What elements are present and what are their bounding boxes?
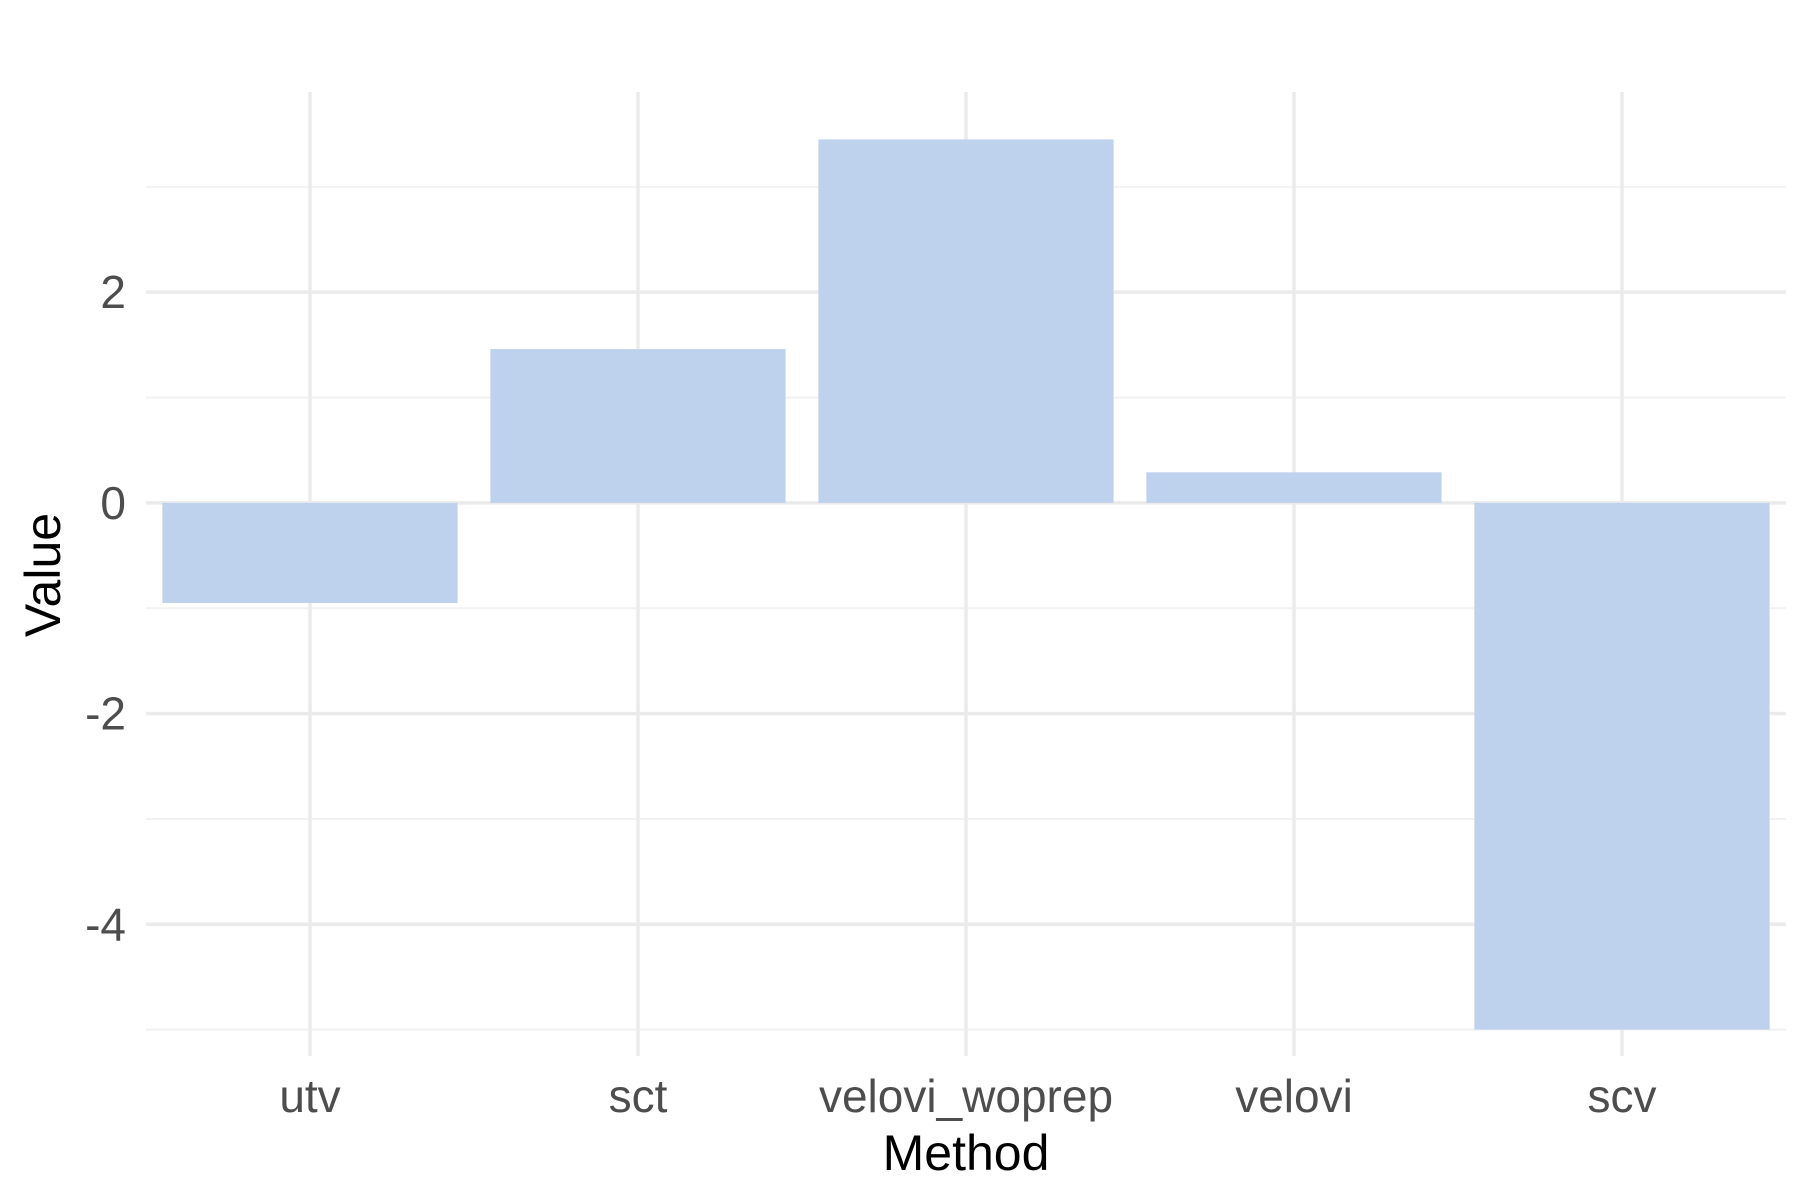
x-axis-title: Method xyxy=(883,1125,1050,1181)
x-tick-label: velovi xyxy=(1235,1070,1353,1122)
x-tick-label: sct xyxy=(609,1070,668,1122)
x-tick-label: velovi_woprep xyxy=(819,1070,1113,1122)
y-tick-label: -2 xyxy=(85,688,126,740)
bar-velovi_woprep xyxy=(818,139,1114,503)
bars xyxy=(162,139,1770,1030)
y-axis-title: Value xyxy=(15,513,71,637)
x-axis-tick-labels: utv sct velovi_woprep velovi scv xyxy=(279,1070,1656,1122)
y-tick-label: 0 xyxy=(100,477,126,529)
y-axis-tick-labels: -4 -2 0 2 xyxy=(85,266,126,950)
bar-scv xyxy=(1474,502,1770,1030)
y-tick-label: 2 xyxy=(100,266,126,318)
y-tick-label: -4 xyxy=(85,898,126,950)
bar-sct xyxy=(490,349,786,503)
x-tick-label: scv xyxy=(1588,1070,1657,1122)
bar-velovi xyxy=(1146,472,1442,503)
bar-utv xyxy=(162,502,458,603)
x-tick-label: utv xyxy=(279,1070,340,1122)
